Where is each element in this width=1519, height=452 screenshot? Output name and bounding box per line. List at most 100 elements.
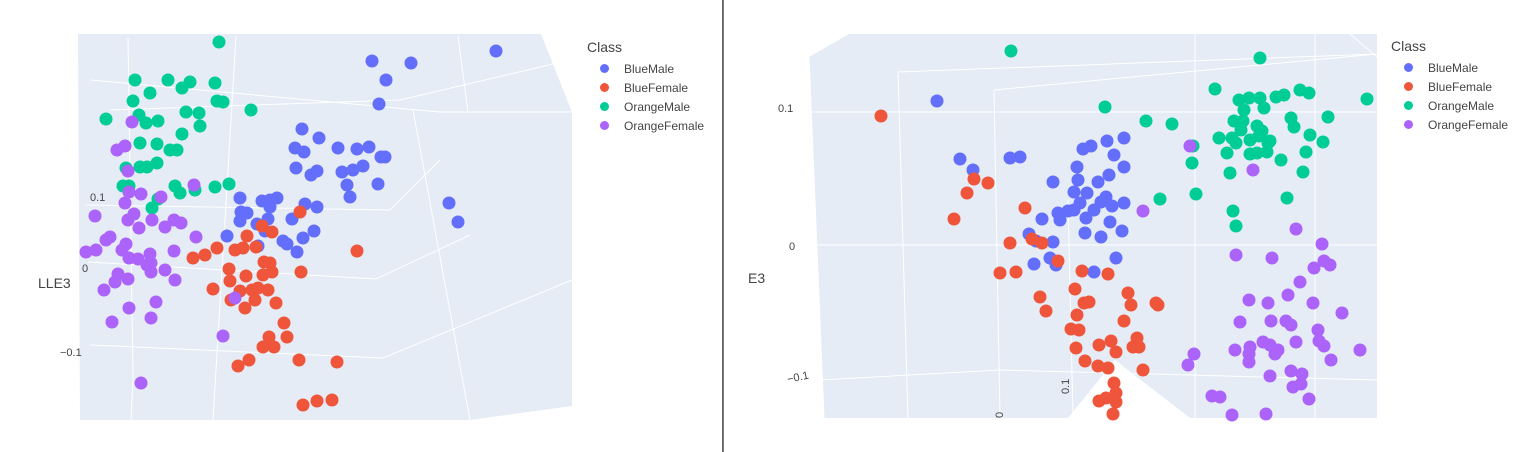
data-point-bluemale[interactable] [350,142,364,156]
data-point-bluefemale[interactable] [206,282,220,296]
data-point-orangemale[interactable] [216,95,230,109]
data-point-orangefemale[interactable] [88,209,102,223]
data-point-orangefemale[interactable] [118,196,132,210]
data-point-bluefemale[interactable] [1018,201,1032,215]
data-point-orangemale[interactable] [1302,86,1316,100]
data-point-bluefemale[interactable] [1075,264,1089,278]
data-point-orangemale[interactable] [192,106,206,120]
data-point-bluefemale[interactable] [1109,395,1123,409]
data-point-orangefemale[interactable] [1136,204,1150,218]
data-point-orangefemale[interactable] [1229,248,1243,262]
data-point-orangefemale[interactable] [1265,251,1279,265]
data-point-bluefemale[interactable] [1149,296,1163,310]
data-point-bluemale[interactable] [379,73,393,87]
data-point-bluemale[interactable] [371,177,385,191]
data-point-orangemale[interactable] [1360,92,1374,106]
data-point-orangefemale[interactable] [1289,222,1303,236]
data-point-bluemale[interactable] [1073,196,1087,210]
data-point-bluemale[interactable] [1027,257,1041,271]
data-point-bluemale[interactable] [1061,204,1075,218]
data-point-orangemale[interactable] [1253,51,1267,65]
data-point-orangemale[interactable] [161,73,175,87]
data-point-bluemale[interactable] [442,196,456,210]
data-point-orangemale[interactable] [145,201,159,215]
data-point-orangefemale[interactable] [144,256,158,270]
data-point-orangefemale[interactable] [167,244,181,258]
data-point-orangemale[interactable] [1098,100,1112,114]
data-point-orangemale[interactable] [1227,114,1241,128]
data-point-bluefemale[interactable] [256,268,270,282]
data-point-bluefemale[interactable] [1069,341,1083,355]
data-point-bluemale[interactable] [404,56,418,70]
data-point-bluemale[interactable] [233,214,247,228]
data-point-bluefemale[interactable] [1072,323,1086,337]
data-point-bluefemale[interactable] [325,393,339,407]
data-point-orangefemale[interactable] [122,251,136,265]
data-point-bluemale[interactable] [1117,131,1131,145]
data-point-orangemale[interactable] [1253,91,1267,105]
data-point-bluemale[interactable] [233,191,247,205]
data-point-bluefemale[interactable] [1051,254,1065,268]
data-point-orangefemale[interactable] [89,243,103,257]
data-point-bluefemale[interactable] [240,229,254,243]
data-point-orangemale[interactable] [1280,191,1294,205]
data-point-orangefemale[interactable] [1302,392,1316,406]
data-point-bluemale[interactable] [331,141,345,155]
data-point-bluemale[interactable] [1091,175,1105,189]
data-point-bluemale[interactable] [340,178,354,192]
data-point-orangemale[interactable] [1232,93,1246,107]
data-point-orangefemale[interactable] [228,291,242,305]
data-point-bluemale[interactable] [1094,195,1108,209]
data-point-orangemale[interactable] [179,105,193,119]
data-point-bluemale[interactable] [1046,235,1060,249]
data-point-bluemale[interactable] [953,152,967,166]
data-point-orangefemale[interactable] [216,329,230,343]
data-point-orangefemale[interactable] [1284,364,1298,378]
data-point-orangemale[interactable] [1257,101,1271,115]
data-point-orangemale[interactable] [133,136,147,150]
data-point-bluefemale[interactable] [223,274,237,288]
data-point-orangefemale[interactable] [1324,353,1338,367]
data-point-bluemale[interactable] [378,150,392,164]
data-point-bluemale[interactable] [356,159,370,173]
data-point-orangefemale[interactable] [1323,258,1337,272]
data-point-bluefemale[interactable] [1082,295,1096,309]
data-point-orangemale[interactable] [1260,145,1274,159]
data-point-orangemale[interactable] [1139,114,1153,128]
data-point-orangefemale[interactable] [79,245,93,259]
data-point-orangemale[interactable] [1208,82,1222,96]
data-point-bluemale[interactable] [1103,215,1117,229]
data-point-bluefemale[interactable] [1070,308,1084,322]
data-point-bluemale[interactable] [1070,160,1084,174]
data-point-orangefemale[interactable] [1225,408,1239,422]
data-point-orangefemale[interactable] [121,272,135,286]
data-point-bluemale[interactable] [1117,160,1131,174]
data-point-bluefemale[interactable] [1104,334,1118,348]
data-point-orangefemale[interactable] [99,233,113,247]
data-point-bluefemale[interactable] [255,219,269,233]
data-point-bluefemale[interactable] [294,265,308,279]
data-point-bluemale[interactable] [290,245,304,259]
data-point-orangefemale[interactable] [125,115,139,129]
data-point-bluefemale[interactable] [1091,359,1105,373]
data-point-orangefemale[interactable] [132,221,146,235]
data-point-orangemale[interactable] [1263,134,1277,148]
data-point-bluefemale[interactable] [960,186,974,200]
data-point-bluemale[interactable] [1067,185,1081,199]
data-point-bluemale[interactable] [1013,150,1027,164]
data-point-orangemale[interactable] [173,186,187,200]
data-point-bluefemale[interactable] [256,340,270,354]
data-point-orangemale[interactable] [1250,146,1264,160]
data-point-bluefemale[interactable] [267,340,281,354]
data-point-bluefemale[interactable] [186,251,200,265]
data-point-bluemale[interactable] [297,145,311,159]
data-point-orangemale[interactable] [126,94,140,108]
data-point-orangefemale[interactable] [145,213,159,227]
data-point-orangefemale[interactable] [134,376,148,390]
data-point-orangemale[interactable] [1229,136,1243,150]
data-point-bluefemale[interactable] [222,262,236,276]
data-point-orangefemale[interactable] [1289,335,1303,349]
data-point-orangemale[interactable] [175,81,189,95]
data-point-orangefemale[interactable] [144,311,158,325]
data-point-orangefemale[interactable] [122,301,136,315]
